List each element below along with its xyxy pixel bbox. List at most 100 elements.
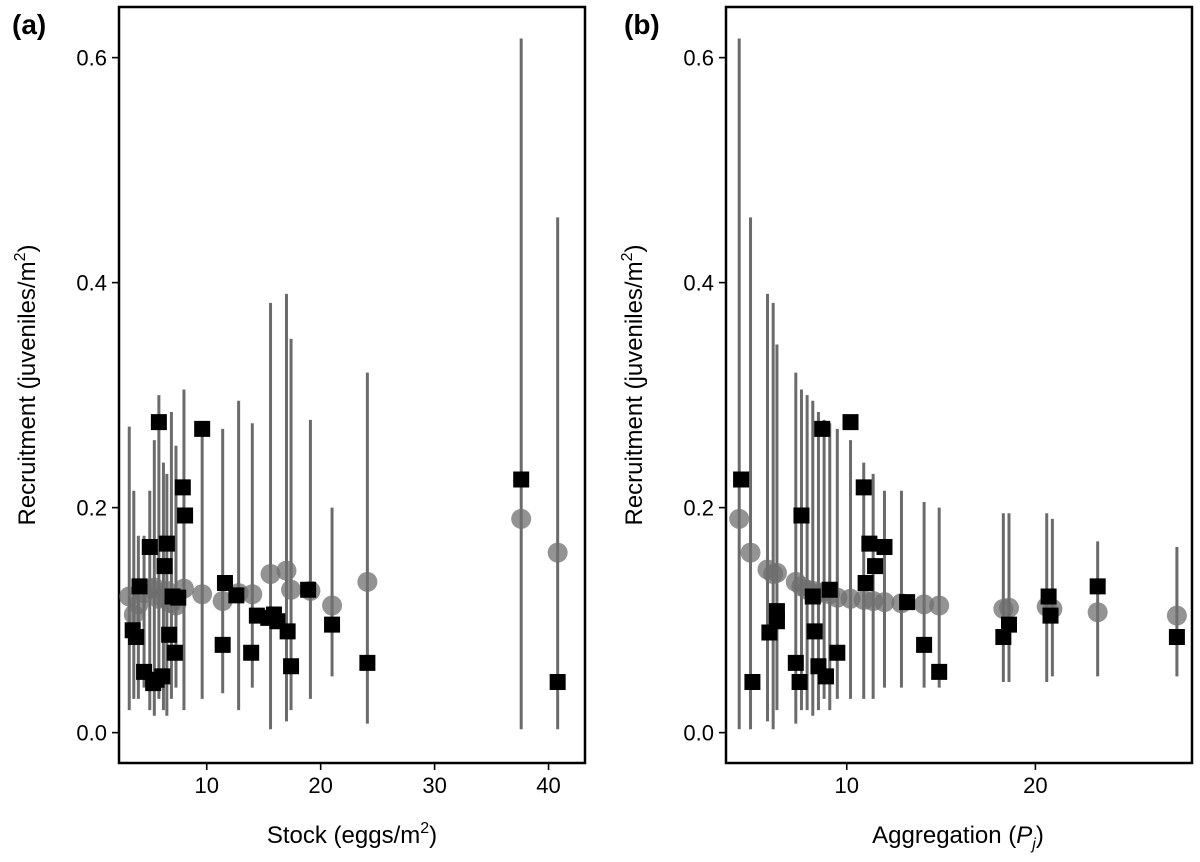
panel-label: (b) <box>624 9 660 40</box>
observed-point <box>793 507 810 524</box>
observed-point <box>829 644 846 661</box>
observed-point <box>817 668 834 685</box>
panel-b: (b) 10 20 0.0 0.2 0.4 0.6 Aggregation (Pj) R… <box>619 5 1194 853</box>
observed-point <box>131 578 148 595</box>
observed-point <box>513 471 530 488</box>
observed-point <box>791 674 808 690</box>
observed-point <box>1168 629 1185 645</box>
model-estimate-point <box>998 597 1019 618</box>
observed-point <box>744 674 761 690</box>
observed-point <box>867 558 884 575</box>
observed-point <box>216 575 233 591</box>
observed-point <box>861 535 878 552</box>
x-tick-label: 10 <box>835 773 859 798</box>
observed-point <box>787 654 804 671</box>
observed-point <box>1040 588 1057 605</box>
x-tick-label: 30 <box>422 773 446 798</box>
observed-point <box>876 539 893 555</box>
observed-point <box>916 636 933 653</box>
y-tick-label: 0.2 <box>76 496 107 521</box>
x-axis-title: Stock (eggs/m2) <box>267 820 437 849</box>
observed-point <box>128 629 145 645</box>
observed-point <box>243 644 260 661</box>
observed-point <box>821 581 838 598</box>
model-estimate-point <box>1087 602 1108 623</box>
observed-point <box>300 581 317 598</box>
observed-point <box>141 539 158 555</box>
x-axis-ticks: 10 20 <box>835 763 1048 798</box>
model-estimate-point <box>729 508 750 529</box>
observed-point <box>855 479 872 496</box>
observed-points <box>733 414 1185 690</box>
observed-point <box>177 507 194 524</box>
y-tick-label: 0.6 <box>683 46 714 71</box>
y-tick-label: 0.6 <box>76 46 107 71</box>
y-axis-ticks: 0.0 0.2 0.4 0.6 <box>76 46 119 746</box>
observed-point <box>170 589 187 606</box>
observed-point <box>228 587 245 604</box>
model-estimate-point <box>740 542 761 563</box>
x-axis-title: Aggregation (Pj) <box>872 822 1044 853</box>
observed-point <box>995 629 1012 645</box>
observed-point <box>842 414 859 431</box>
observed-point <box>804 588 821 605</box>
observed-point <box>359 654 376 671</box>
observed-point <box>814 420 831 437</box>
panel-label: (a) <box>12 9 46 40</box>
x-tick-label: 40 <box>536 773 560 798</box>
y-axis-title: Recruitment (juveniles/m2) <box>619 245 648 526</box>
model-estimates <box>119 508 568 625</box>
model-estimate-point <box>766 562 787 583</box>
observed-point <box>194 420 211 437</box>
observed-point <box>279 623 296 640</box>
observed-points <box>124 414 566 692</box>
observed-point <box>214 636 231 653</box>
plot-frame <box>117 5 587 765</box>
model-estimate-point <box>914 594 935 615</box>
observed-point <box>324 616 341 633</box>
y-tick-label: 0.4 <box>683 271 714 296</box>
model-estimate-point <box>322 595 343 616</box>
model-estimate-point <box>357 571 378 592</box>
observed-point <box>174 479 191 496</box>
x-tick-label: 20 <box>308 773 332 798</box>
x-axis-ticks: 10 20 30 40 <box>194 763 561 798</box>
observed-point <box>857 575 874 591</box>
observed-point <box>158 535 175 552</box>
observed-point <box>899 594 916 611</box>
model-estimate-point <box>212 591 233 611</box>
model-estimates <box>729 508 1187 626</box>
model-estimate-point <box>547 542 568 563</box>
observed-point <box>166 644 183 661</box>
model-estimate-point <box>260 564 281 584</box>
error-bars <box>127 38 560 730</box>
panel-a: (a) 10 20 30 40 0.0 0.2 0.4 0.6 Stock (eggs/m2… <box>12 5 587 849</box>
error-bars <box>737 38 1179 730</box>
y-axis-title: Recruitment (juveniles/m2) <box>12 245 41 526</box>
observed-point <box>154 668 171 685</box>
observed-point <box>931 663 948 680</box>
plot-frame <box>724 5 1194 765</box>
y-tick-label: 0.0 <box>683 721 714 746</box>
model-estimate-point <box>281 579 302 600</box>
x-tick-label: 20 <box>1023 773 1047 798</box>
y-axis-ticks: 0.0 0.2 0.4 0.6 <box>683 46 726 746</box>
model-estimate-point <box>242 584 263 605</box>
y-tick-label: 0.4 <box>76 271 107 296</box>
observed-point <box>806 623 823 640</box>
observed-point <box>283 658 300 675</box>
model-estimate-point <box>874 592 895 613</box>
model-estimate-point <box>1166 605 1187 626</box>
observed-point <box>1042 607 1059 624</box>
x-tick-label: 10 <box>194 773 218 798</box>
model-estimate-point <box>511 508 532 529</box>
observed-point <box>161 626 178 643</box>
model-estimate-point <box>192 584 213 605</box>
observed-point <box>549 674 566 690</box>
model-estimate-point <box>276 560 297 581</box>
model-estimate-point <box>929 595 950 616</box>
y-tick-label: 0.0 <box>76 721 107 746</box>
observed-point <box>1089 578 1106 595</box>
y-tick-label: 0.2 <box>683 496 714 521</box>
